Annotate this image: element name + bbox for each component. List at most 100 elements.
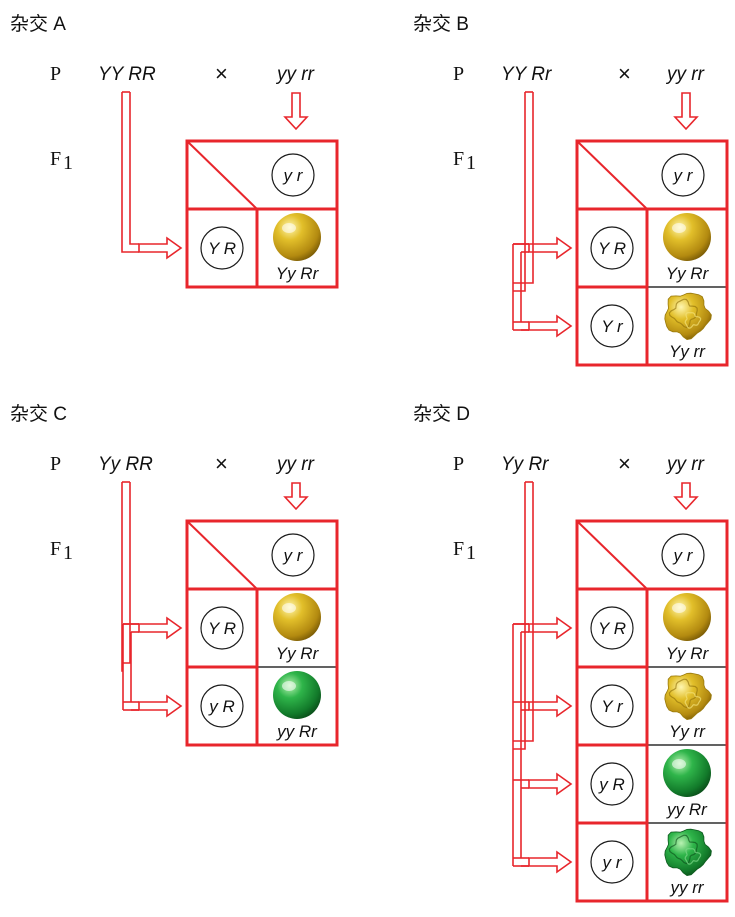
offspring-genotype: yy Rr [276,722,318,741]
panel-title: 杂交 C [10,403,67,425]
row-gamete-circle [200,226,244,270]
f1-label: F [453,538,464,560]
row-gamete-label: y r [602,853,623,872]
yellow-round-pea-icon [273,593,321,641]
offspring-genotype: Yy Rr [276,644,320,663]
gamete-arrow [138,694,183,718]
yellow-round-pea-icon [273,213,321,261]
p-label: P [50,63,61,85]
p-label: P [453,453,464,475]
gamete-arrow [528,850,573,874]
p-label: P [453,63,464,85]
row-gamete-circle [200,606,244,650]
corner-diagonal [576,140,648,210]
offspring-genotype: Yy rr [669,722,706,741]
cross-panel-a: 杂交 A P F 1 YY RR × yy rr y r Y R Yy Rr [10,13,339,289]
green-round-pea-icon [663,749,711,797]
top-gamete-circle [271,153,315,197]
gamete-tube [513,482,526,750]
top-gamete-circle [271,533,315,577]
row-gamete-circle [590,226,634,270]
yellow-wrinkled-pea-icon [664,672,712,721]
cross-panel-c: 杂交 C P F 1 Yy RR × yy rr y r Y R Yy Rr y R yy Rr [10,403,339,747]
row-gamete-circle [590,762,634,806]
offspring-genotype: yy Rr [666,800,708,819]
gamete-arrow [138,616,183,640]
cross-panel-d: 杂交 D P F 1 Yy Rr × yy rr y r Y R Yy Rr Y r Yy rr y R… [413,403,729,903]
punnett-frame [575,139,729,367]
offspring-genotype: yy rr [669,878,704,897]
row-gamete-circle [590,304,634,348]
parent2-down-arrow [673,482,699,511]
offspring-genotype: Yy rr [669,342,706,361]
green-round-pea-icon [273,671,321,719]
f1-subscript: 1 [466,152,476,174]
panel-title: 杂交 D [413,403,470,425]
top-gamete-label: y r [283,166,304,185]
parent2-genotype: yy rr [665,64,705,85]
cross-panel-b: 杂交 B P F 1 YY Rr × yy rr y r Y R Yy Rr Y r Yy rr [413,13,729,367]
row-gamete-circle [590,684,634,728]
yellow-round-pea-icon [663,593,711,641]
panel-title: 杂交 B [413,13,469,35]
yellow-wrinkled-pea-icon [664,292,712,341]
punnett-frame [575,519,729,903]
corner-diagonal [186,520,258,590]
f1-label: F [50,148,61,170]
green-wrinkled-pea-icon [664,828,712,877]
top-gamete-label: y r [283,546,304,565]
f1-label: F [50,538,61,560]
offspring-genotype: Yy Rr [666,644,710,663]
gamete-arrow [528,236,573,260]
parent1-genotype: YY RR [98,64,156,85]
punnett-frame [185,519,339,747]
row-gamete-circle [590,840,634,884]
f1-subscript: 1 [466,542,476,564]
f1-subscript: 1 [63,542,73,564]
cross-symbol: × [618,61,631,86]
parent1-genotype: Yy RR [98,454,153,475]
row-gamete-label: Y R [208,239,236,258]
gamete-tube [513,92,526,292]
parent2-down-arrow [283,92,309,131]
top-gamete-circle [661,533,705,577]
cross-symbol: × [215,61,228,86]
corner-diagonal [186,140,258,210]
parent2-genotype: yy rr [665,454,705,475]
punnett-frame [185,139,339,289]
parent2-genotype: yy rr [275,64,315,85]
gamete-arrow [528,694,573,718]
top-gamete-circle [661,153,705,197]
parent1-genotype: YY Rr [501,64,552,85]
top-gamete-label: y r [673,166,694,185]
row-gamete-label: Y r [601,317,624,336]
row-gamete-label: Y r [601,697,624,716]
gamete-tube [121,92,139,253]
top-gamete-label: y r [673,546,694,565]
offspring-genotype: Yy Rr [666,264,710,283]
gamete-arrow [138,236,183,260]
row-gamete-label: Y R [208,619,236,638]
parent2-genotype: yy rr [275,454,315,475]
parent2-down-arrow [673,92,699,131]
f1-subscript: 1 [63,152,73,174]
gamete-arrow [528,616,573,640]
parent1-genotype: Yy Rr [501,454,549,475]
cross-symbol: × [215,451,228,476]
p-label: P [50,453,61,475]
offspring-genotype: Yy Rr [276,264,320,283]
yellow-round-pea-icon [663,213,711,261]
corner-diagonal [576,520,648,590]
panel-title: 杂交 A [10,13,66,35]
f1-label: F [453,148,464,170]
row-gamete-label: y R [598,775,625,794]
row-gamete-circle [200,684,244,728]
parent2-down-arrow [283,482,309,511]
gamete-arrow [528,772,573,796]
row-gamete-label: Y R [598,619,626,638]
row-gamete-label: Y R [598,239,626,258]
gamete-arrow [528,314,573,338]
cross-symbol: × [618,451,631,476]
